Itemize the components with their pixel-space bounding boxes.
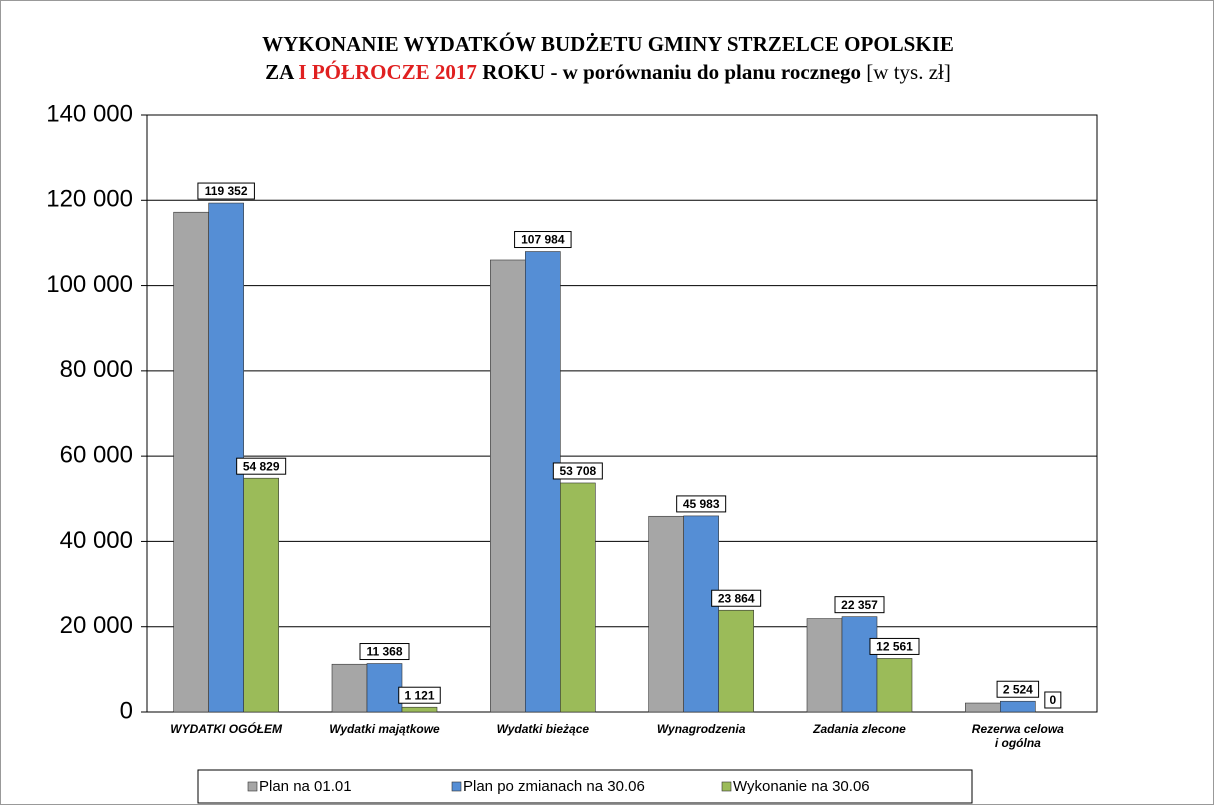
value-label: 1 121 (404, 688, 434, 702)
value-label: 53 708 (559, 464, 596, 478)
legend-label: Plan na 01.01 (259, 778, 352, 795)
y-tick-label: 80 000 (60, 356, 133, 383)
subtitle-part: ZA (265, 60, 295, 84)
x-tick-label: Wydatki bieżące (496, 722, 590, 736)
value-label: 11 368 (366, 645, 402, 659)
y-tick-label: 100 000 (46, 271, 133, 298)
value-label-box (711, 589, 762, 607)
legend-swatch (247, 781, 258, 792)
x-tick-label: Wynagrodzenia (656, 722, 746, 736)
bar (876, 658, 913, 713)
x-tick-label: WYDATKI OGÓŁEM (170, 722, 283, 736)
value-label-box (1044, 691, 1062, 709)
subtitle-part: I PÓŁROCZE 2017 (298, 60, 477, 84)
y-tick-label: 40 000 (60, 527, 133, 554)
chart-title: WYKONANIE WYDATKÓW BUDŻETU GMINY STRZELC… (262, 32, 954, 56)
value-label-box (359, 643, 410, 661)
value-label-box (514, 231, 572, 249)
subtitle-part: [w tys. zł] (866, 60, 951, 84)
bar (331, 663, 368, 713)
value-label-box (996, 680, 1040, 698)
bar (841, 616, 878, 713)
value-label: 45 983 (683, 497, 720, 511)
bar (1000, 700, 1036, 713)
legend-label: Wykonanie na 30.06 (733, 778, 870, 795)
y-tick-label: 140 000 (46, 100, 133, 127)
subtitle-part: ROKU - w porównaniu do planu rocznego (482, 60, 861, 84)
y-tick-label: 60 000 (60, 441, 133, 468)
chart-subtitle: ZA I PÓŁROCZE 2017 ROKU - w porównaniu d… (265, 60, 951, 84)
x-tick-label: Wydatki majątkowe (329, 722, 440, 736)
value-label-box (869, 637, 920, 655)
bar (718, 609, 754, 713)
value-label-box (236, 457, 287, 475)
value-label: 22 357 (841, 598, 878, 612)
bar (401, 706, 438, 713)
value-label: 107 984 (521, 233, 565, 247)
value-label-box (676, 495, 727, 513)
value-label: 119 352 (205, 184, 248, 198)
plot-border (146, 114, 1098, 713)
bar (965, 702, 1001, 713)
bar (525, 251, 561, 713)
value-label: 0 (1049, 693, 1056, 707)
value-label: 12 561 (876, 640, 913, 654)
value-label: 54 829 (243, 459, 280, 473)
value-label-box (398, 686, 441, 704)
value-label-box (197, 182, 255, 200)
legend-label: Plan po zmianach na 30.06 (463, 778, 645, 795)
legend-swatch (451, 781, 462, 792)
value-label: 23 864 (718, 591, 755, 605)
value-label-box (552, 462, 603, 480)
legend-box (197, 769, 973, 804)
y-tick-label: 0 (120, 697, 133, 724)
bar (683, 515, 719, 713)
bar (208, 202, 244, 713)
legend-swatch (721, 781, 732, 792)
value-label-box (834, 596, 885, 614)
bar (560, 482, 596, 713)
bar (173, 211, 209, 713)
bar (648, 515, 684, 713)
bar (243, 477, 279, 713)
x-tick-label: Rezerwa celowa i ogólna (971, 722, 1064, 750)
bar (806, 618, 843, 713)
x-tick-label: Zadania zlecone (813, 722, 906, 736)
y-tick-label: 120 000 (46, 186, 133, 213)
bar (490, 259, 526, 713)
y-tick-label: 20 000 (60, 612, 133, 639)
bar (366, 663, 403, 713)
value-label: 2 524 (1003, 682, 1033, 696)
